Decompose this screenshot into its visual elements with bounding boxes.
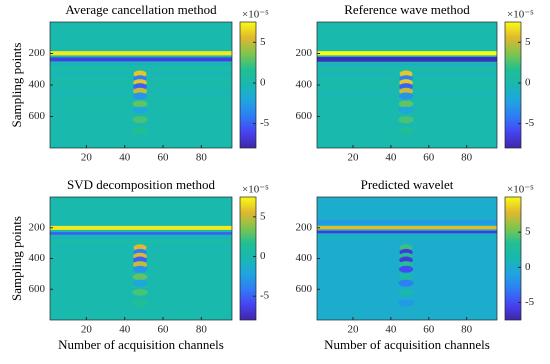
x-tick-label: 80: [461, 324, 473, 336]
y-tick-label: 400: [296, 79, 313, 91]
x-tick-label: 40: [119, 324, 131, 336]
colorbar-tick-label: 5: [260, 210, 266, 222]
chart-title: SVD decomposition method: [67, 177, 216, 192]
x-tick-label: 80: [196, 152, 208, 164]
heatmap-2: [50, 197, 232, 320]
colorbar: [239, 21, 257, 149]
band: [317, 68, 497, 71]
y-tick-label: 600: [296, 110, 313, 122]
event: [398, 279, 414, 287]
y-axis-label: Sampling points: [9, 43, 24, 128]
y-tick-label: 600: [29, 283, 46, 295]
band: [317, 237, 497, 239]
event: [132, 100, 148, 108]
heatmap-3: [317, 197, 497, 320]
x-tick-label: 40: [385, 324, 397, 336]
colorbar-tick-label: 0: [525, 76, 531, 88]
event: [398, 116, 414, 124]
band: [50, 237, 232, 239]
colorbar-tick-label: 5: [525, 36, 531, 48]
colorbar-tick-label: 5: [525, 226, 531, 238]
band: [50, 225, 232, 230]
heatmap-0: [50, 22, 232, 148]
x-tick-label: 20: [348, 152, 360, 164]
x-axis-label: Number of acquisition channels: [58, 337, 224, 352]
x-tick-label: 60: [423, 324, 435, 336]
x-tick-label: 80: [461, 152, 473, 164]
colorbar-label: ×10⁻⁵: [242, 9, 269, 21]
chart-title: Reference wave method: [344, 2, 470, 17]
event: [398, 92, 414, 100]
x-tick-label: 20: [81, 152, 93, 164]
band: [317, 51, 497, 56]
band: [317, 230, 497, 234]
y-tick-label: 400: [29, 79, 46, 91]
event: [131, 299, 149, 307]
band: [317, 56, 497, 62]
x-tick-label: 80: [196, 324, 208, 336]
colorbar-tick-label: 0: [260, 250, 266, 262]
y-tick-label: 400: [29, 252, 46, 264]
band: [50, 232, 232, 235]
colorbar-tick-label: -5: [525, 296, 535, 308]
event: [131, 127, 149, 135]
x-tick-label: 20: [81, 324, 93, 336]
y-tick-label: 400: [296, 252, 313, 264]
colorbar: [504, 196, 522, 321]
band: [50, 63, 232, 65]
band: [50, 67, 232, 70]
colorbar-tick-label: -5: [260, 290, 270, 302]
event: [132, 273, 148, 281]
y-tick-label: 200: [296, 47, 313, 59]
colorbar: [504, 21, 522, 149]
event: [397, 299, 415, 307]
y-tick-label: 200: [29, 47, 46, 59]
event: [132, 106, 148, 114]
event: [397, 127, 415, 135]
y-tick-label: 200: [29, 221, 46, 233]
band: [317, 225, 497, 230]
x-tick-label: 40: [119, 152, 131, 164]
y-axis-label: Sampling points: [9, 216, 24, 301]
chart-title: Average cancellation method: [65, 2, 217, 17]
colorbar-tick-label: 0: [525, 261, 531, 273]
band: [50, 57, 232, 62]
event: [398, 100, 414, 108]
x-axis-label: Number of acquisition channels: [324, 337, 490, 352]
colorbar-label: ×10⁻⁵: [507, 9, 534, 21]
event: [398, 265, 414, 273]
y-tick-label: 600: [296, 283, 313, 295]
x-tick-label: 60: [158, 324, 170, 336]
colorbar-tick-label: -5: [260, 117, 270, 129]
x-tick-label: 60: [423, 152, 435, 164]
colorbar: [239, 196, 257, 321]
event: [398, 273, 414, 281]
x-tick-label: 20: [348, 324, 360, 336]
y-tick-label: 200: [296, 221, 313, 233]
band: [50, 51, 232, 56]
colorbar-tick-label: 5: [260, 36, 266, 48]
event: [132, 279, 148, 287]
event: [398, 106, 414, 114]
band: [317, 63, 497, 66]
y-tick-label: 600: [29, 110, 46, 122]
event: [132, 288, 148, 296]
event: [132, 116, 148, 124]
colorbar-tick-label: -5: [525, 117, 535, 129]
colorbar-label: ×10⁻⁵: [507, 184, 534, 196]
band: [50, 241, 232, 244]
colorbar-tick-label: 0: [260, 76, 266, 88]
heatmap-1: [317, 22, 497, 148]
band: [317, 220, 497, 225]
x-tick-label: 40: [385, 152, 397, 164]
chart-title: Predicted wavelet: [361, 177, 454, 192]
x-tick-label: 60: [158, 152, 170, 164]
event: [398, 288, 414, 296]
colorbar-label: ×10⁻⁵: [242, 184, 269, 196]
event: [132, 265, 148, 273]
event: [132, 92, 148, 100]
